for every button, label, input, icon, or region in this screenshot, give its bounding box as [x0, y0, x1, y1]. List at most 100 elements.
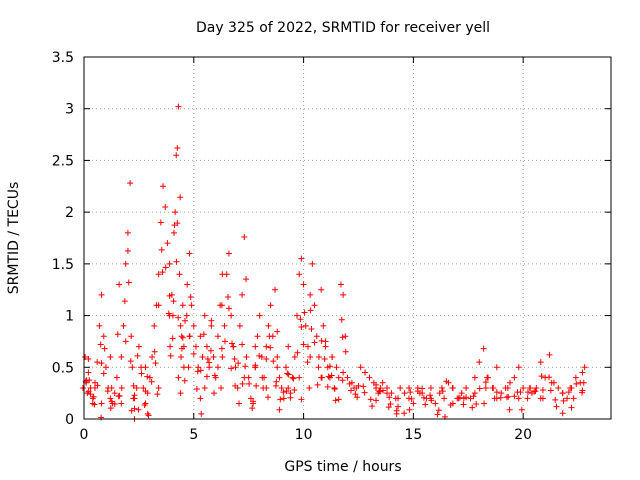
data-point	[553, 403, 560, 410]
data-point	[505, 393, 512, 400]
data-point	[320, 322, 327, 329]
data-point	[301, 309, 308, 316]
data-point	[435, 407, 442, 414]
data-point	[203, 373, 210, 380]
data-point	[579, 389, 586, 396]
data-point	[274, 364, 281, 371]
data-point	[111, 401, 118, 408]
data-point	[218, 384, 225, 391]
data-point	[315, 364, 322, 371]
data-point	[239, 380, 246, 387]
data-point	[121, 298, 128, 305]
data-point	[490, 384, 497, 391]
data-point	[94, 382, 101, 389]
data-point	[183, 312, 190, 319]
data-point	[118, 400, 125, 407]
data-point	[208, 317, 215, 324]
data-point	[138, 370, 145, 377]
y-tick-label: 1	[65, 309, 74, 325]
data-point	[130, 382, 137, 389]
data-point	[460, 401, 467, 408]
data-point	[204, 356, 211, 363]
data-point	[144, 390, 151, 397]
data-point	[331, 386, 338, 393]
data-point	[128, 333, 135, 340]
data-point	[559, 390, 566, 397]
data-point	[538, 373, 545, 380]
data-point	[491, 395, 498, 402]
chart-title: Day 325 of 2022, SRMTID for receiver yel…	[196, 20, 490, 36]
data-point	[85, 356, 92, 363]
data-point	[252, 362, 259, 369]
data-point	[272, 286, 279, 293]
data-point	[149, 353, 156, 360]
data-point	[148, 378, 155, 385]
data-point	[201, 384, 208, 391]
x-axis-label: GPS time / hours	[284, 459, 401, 475]
data-point	[199, 353, 206, 360]
data-point	[114, 331, 121, 338]
data-point	[482, 379, 489, 386]
data-point	[531, 388, 538, 395]
data-point	[259, 374, 266, 381]
data-point	[548, 379, 555, 386]
data-point	[155, 384, 162, 391]
data-point	[342, 333, 349, 340]
data-point	[395, 403, 402, 410]
data-point	[579, 369, 586, 376]
data-point	[357, 364, 364, 371]
data-point	[276, 374, 283, 381]
data-point	[104, 388, 111, 395]
data-point	[197, 367, 204, 374]
data-point	[555, 384, 562, 391]
data-point	[243, 276, 250, 283]
data-point	[197, 333, 204, 340]
data-point	[335, 374, 342, 381]
data-point	[518, 406, 525, 413]
data-point	[86, 377, 93, 384]
data-point	[173, 258, 180, 265]
data-point	[387, 401, 394, 408]
data-point	[98, 291, 105, 298]
data-point	[458, 390, 465, 397]
data-point	[427, 392, 434, 399]
data-point	[265, 322, 272, 329]
data-point	[506, 379, 513, 386]
data-point	[98, 360, 105, 367]
y-tick-label: 3.5	[52, 50, 74, 66]
data-point	[351, 384, 358, 391]
data-point	[94, 359, 101, 366]
data-point	[291, 353, 298, 360]
data-point	[434, 411, 441, 418]
data-point	[314, 381, 321, 388]
data-point	[298, 396, 305, 403]
data-point	[290, 375, 297, 382]
data-point	[91, 384, 98, 391]
data-point	[267, 344, 274, 351]
data-point	[239, 291, 246, 298]
data-point	[298, 255, 305, 262]
y-tick-label: 0	[65, 412, 74, 428]
data-point	[219, 353, 226, 360]
data-point	[210, 353, 217, 360]
data-point	[332, 397, 339, 404]
data-point	[384, 390, 391, 397]
data-point	[297, 316, 304, 323]
data-point	[338, 316, 345, 323]
data-point	[537, 359, 544, 366]
data-point	[326, 363, 333, 370]
data-point	[293, 312, 300, 319]
data-point	[100, 333, 107, 340]
data-point	[539, 395, 546, 402]
data-point	[82, 353, 89, 360]
data-point	[263, 356, 270, 363]
data-point	[242, 363, 249, 370]
data-point	[276, 406, 283, 413]
data-point	[515, 364, 522, 371]
data-point	[506, 406, 513, 413]
data-point	[175, 374, 182, 381]
data-point	[160, 183, 167, 190]
data-point	[89, 400, 96, 407]
data-point	[128, 407, 135, 414]
data-point	[471, 374, 478, 381]
